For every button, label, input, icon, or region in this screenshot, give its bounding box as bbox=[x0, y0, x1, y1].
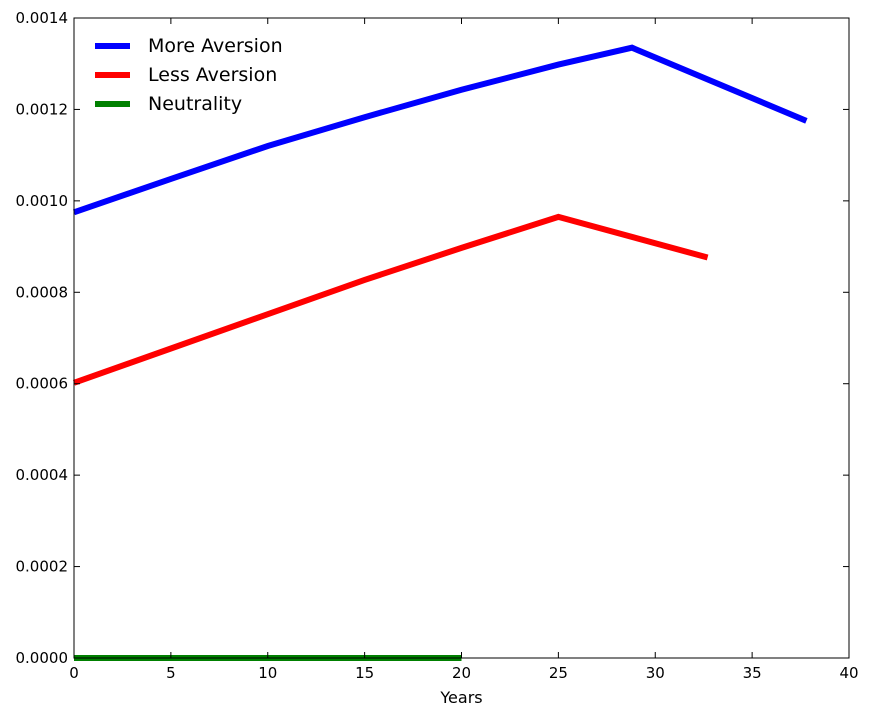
y-tick-label: 0.0006 bbox=[16, 375, 69, 393]
series-line-0 bbox=[73, 44, 808, 216]
series-layer bbox=[72, 44, 808, 661]
x-tick-label: 40 bbox=[839, 664, 858, 682]
x-tick-label: 15 bbox=[355, 664, 374, 682]
y-tick-label: 0.0008 bbox=[16, 283, 69, 301]
x-tick-label: 35 bbox=[743, 664, 762, 682]
x-tick-label: 30 bbox=[646, 664, 665, 682]
legend: More Aversion Less Aversion Neutrality bbox=[95, 35, 283, 115]
legend-label-2: Neutrality bbox=[148, 93, 242, 115]
y-tick-label: 0.0000 bbox=[16, 649, 69, 667]
ticks-layer: 0 5 10 15 20 25 30 35 40 0.0000 0.0002 0.0004 0.0006… bbox=[16, 9, 859, 682]
y-tick-label: 0.0014 bbox=[16, 9, 69, 27]
x-tick-label: 10 bbox=[258, 664, 277, 682]
x-tick-label: 20 bbox=[452, 664, 471, 682]
x-axis-label: Years bbox=[439, 688, 482, 707]
legend-label-1: Less Aversion bbox=[148, 64, 277, 86]
series-line-1 bbox=[72, 213, 709, 386]
x-tick-label: 25 bbox=[549, 664, 568, 682]
x-tick-label: 5 bbox=[166, 664, 176, 682]
y-tick-label: 0.0002 bbox=[16, 558, 69, 576]
y-tick-label: 0.0010 bbox=[16, 192, 69, 210]
legend-label-0: More Aversion bbox=[148, 35, 283, 57]
y-tick-label: 0.0012 bbox=[16, 100, 69, 118]
y-tick-label: 0.0004 bbox=[16, 466, 69, 484]
x-tick-label: 0 bbox=[69, 664, 79, 682]
